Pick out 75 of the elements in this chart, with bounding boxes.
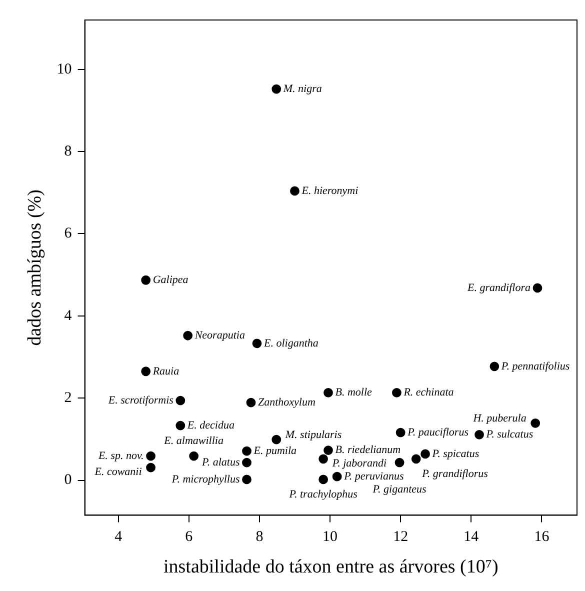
point: [474, 430, 484, 440]
y-tick-label: 2: [64, 390, 72, 406]
point: [396, 428, 406, 438]
annotation: E. almawillia: [163, 434, 224, 447]
annotation: P. alatus: [201, 456, 240, 468]
point: [176, 420, 186, 430]
point: [272, 84, 282, 94]
point: [530, 418, 540, 428]
point: [242, 446, 252, 456]
x-tick-label: 4: [114, 529, 123, 546]
x-tick-label: 16: [534, 529, 550, 546]
x-tick-label: 12: [393, 529, 408, 546]
point: [242, 474, 252, 484]
point: [392, 388, 402, 398]
point: [176, 396, 186, 406]
x-axis-title: instabilidade do táxon entre as árvores (10⁷): [164, 556, 498, 578]
annotation: M. nigra: [282, 82, 322, 95]
point: [252, 338, 262, 348]
annotation: E. cowanii: [94, 466, 142, 478]
annotation: P. pauciflorus: [406, 426, 469, 438]
y-tick-label: 10: [56, 61, 72, 78]
point: [332, 472, 342, 482]
point: [318, 474, 328, 484]
annotation: E. pumila: [252, 444, 298, 457]
annotation: E. hieronymi: [300, 184, 358, 197]
point: [146, 462, 156, 472]
y-tick-label: 6: [64, 226, 72, 242]
point: [411, 454, 421, 464]
annotation: H. puberula: [472, 412, 527, 425]
annotation: P. trachylophus: [288, 488, 358, 500]
annotation: M. stipularis: [284, 428, 342, 441]
point: [141, 366, 151, 376]
annotation: E. grandiflora: [466, 282, 531, 294]
point: [490, 362, 500, 372]
y-tick-label: 8: [64, 143, 72, 160]
point: [146, 451, 156, 461]
annotation: P. spicatus: [431, 448, 480, 460]
annotation: B. riedelianum: [335, 444, 401, 456]
annotation: E. sp. nov.: [97, 450, 144, 462]
point: [242, 458, 252, 468]
annotation: Neoraputia: [194, 330, 246, 342]
annotation: E. oligantha: [262, 337, 319, 350]
point: [272, 434, 282, 444]
x-tick-label: 8: [256, 529, 264, 546]
annotation: Zanthoxylum: [258, 396, 316, 408]
point: [318, 454, 328, 464]
point: [324, 388, 333, 398]
y-tick-label: 0: [64, 472, 72, 488]
annotation: P. jaborandi: [331, 457, 387, 470]
annotation: B. molle: [335, 386, 372, 399]
annotation: P. sulcatus: [485, 428, 534, 441]
annotation: E. scrotiformis: [107, 394, 174, 406]
annotation: E. decidua: [186, 420, 235, 432]
point: [394, 458, 404, 468]
annotation: P. pennatifolius: [500, 360, 570, 372]
y-tick-label: 4: [64, 308, 72, 324]
point: [183, 330, 193, 340]
point: [324, 446, 333, 455]
annotation: Galipea: [152, 274, 189, 286]
y-axis-title: dados ambíguos (%): [24, 190, 46, 346]
point: [290, 186, 300, 196]
annotation: P. giganteus: [372, 483, 426, 496]
x-tick-label: 10: [322, 529, 338, 546]
point: [420, 449, 430, 459]
annotation: P. microphyllus: [170, 473, 240, 486]
annotation: P. grandiflorus: [421, 468, 488, 480]
annotation: P. peruvianus: [343, 470, 404, 482]
point: [246, 398, 256, 408]
x-tick-label: 6: [185, 529, 194, 546]
annotation: R. echinata: [402, 386, 454, 399]
x-tick-label: 14: [464, 529, 480, 546]
annotation: Rauia: [152, 365, 180, 378]
point: [141, 275, 151, 285]
point: [532, 283, 542, 293]
point: [189, 451, 199, 461]
